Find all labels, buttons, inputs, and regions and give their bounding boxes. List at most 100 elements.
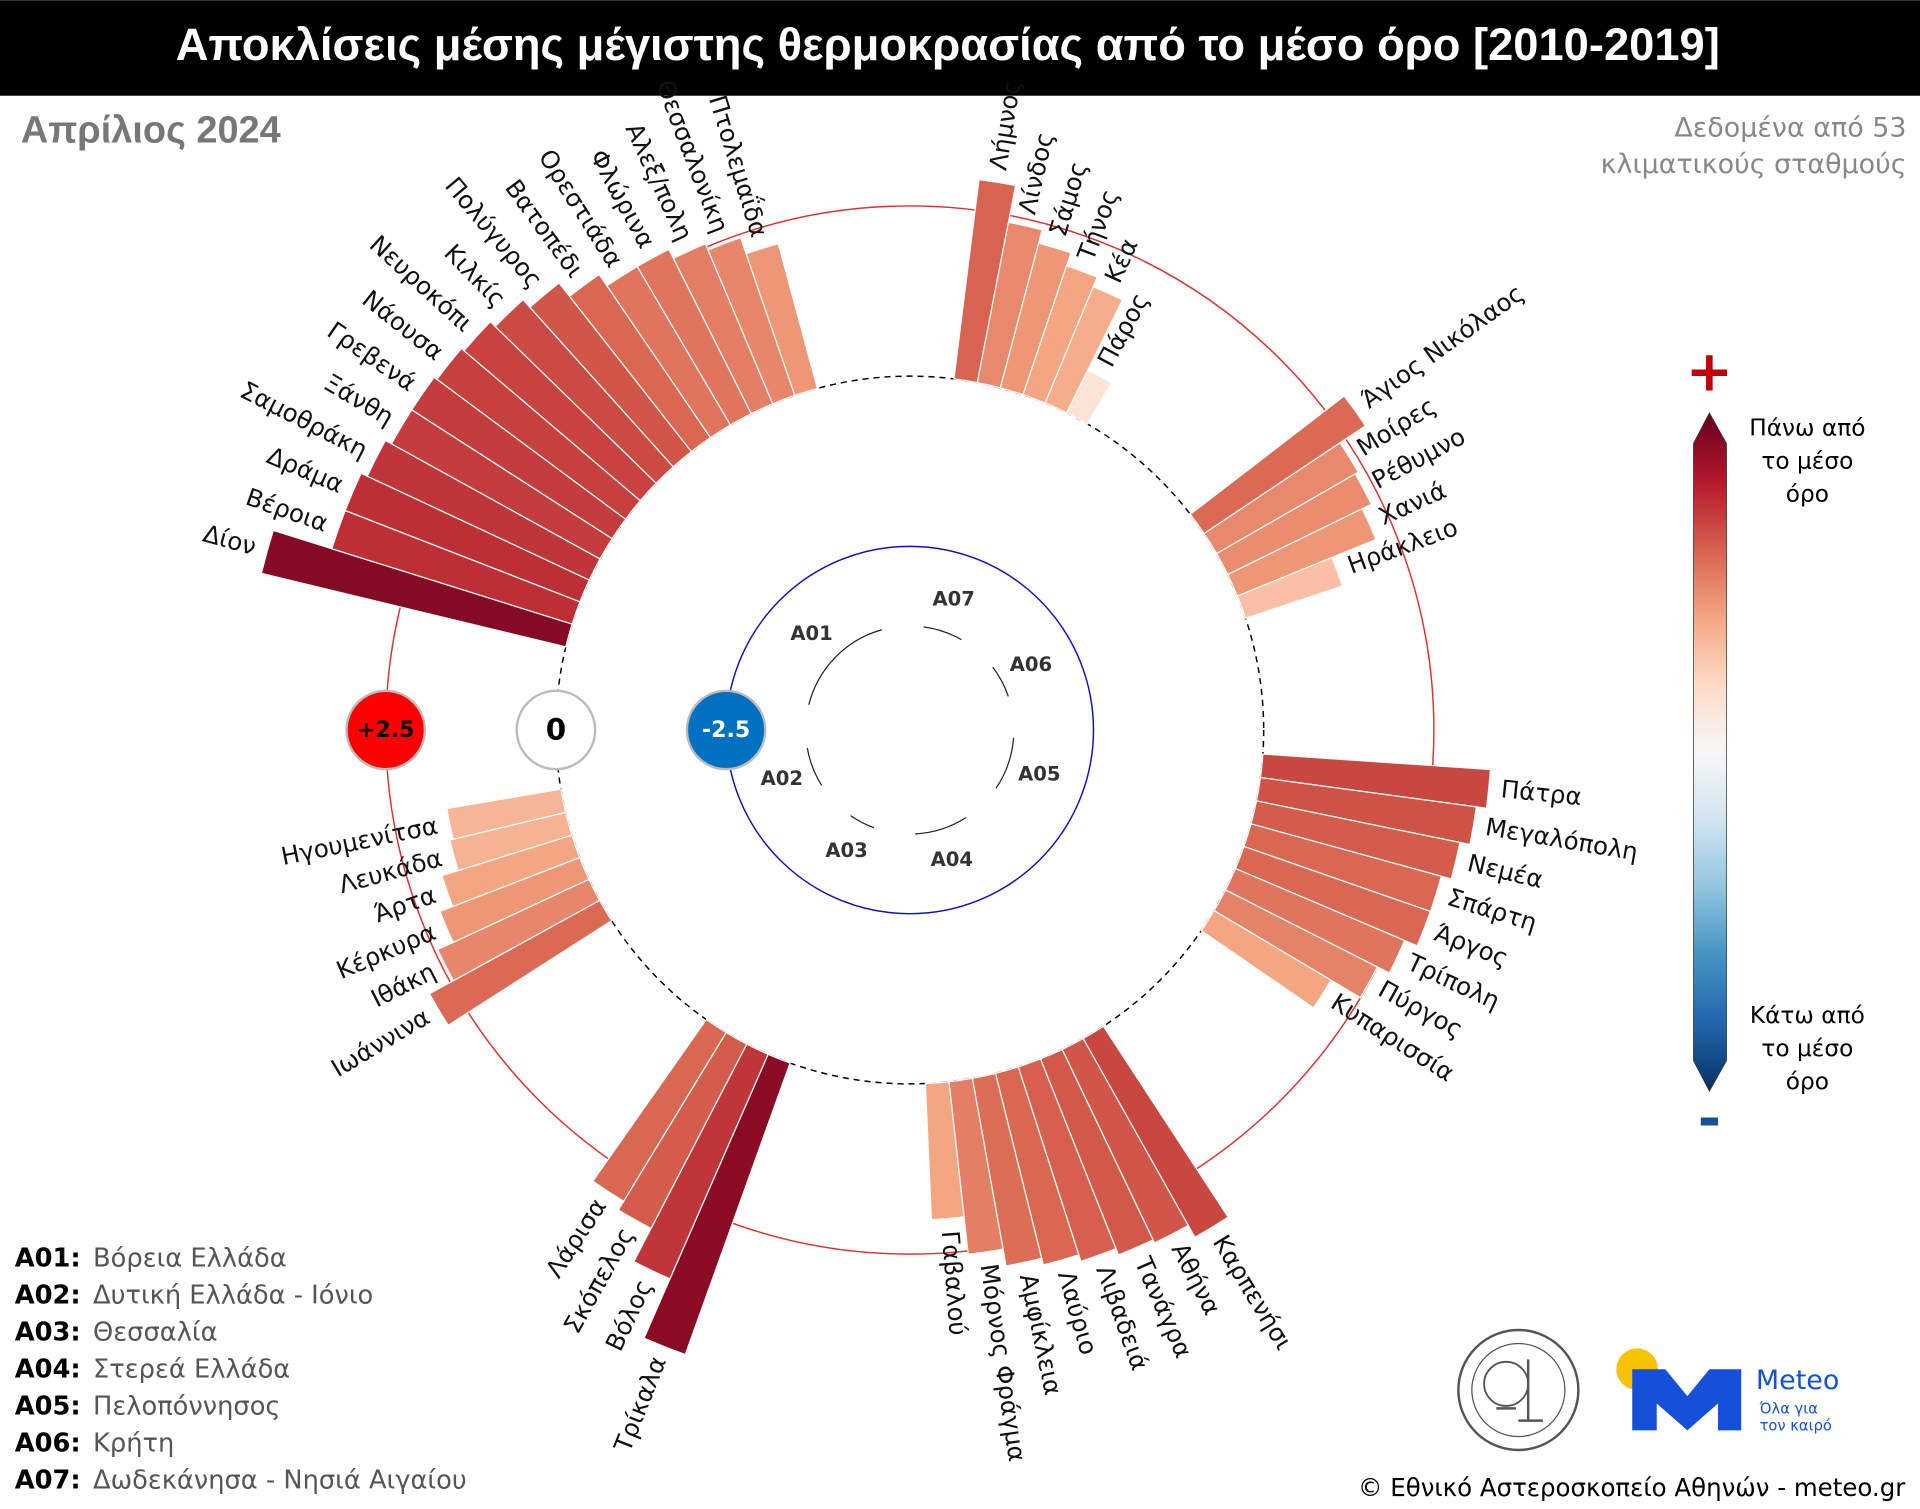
group-code: A01 (790, 622, 832, 645)
legend-label: Θεσσαλία (93, 1317, 217, 1347)
bar (1017, 1058, 1117, 1263)
bar (436, 878, 601, 982)
bar (1044, 285, 1124, 414)
tick-badge (345, 689, 427, 771)
group-arc (806, 748, 823, 786)
meteo-logo (1616, 1348, 1742, 1431)
group-arc (850, 815, 875, 829)
bar (591, 1018, 727, 1203)
bar (260, 529, 573, 648)
bar (924, 1081, 965, 1221)
bar (1224, 867, 1406, 974)
group-arc (992, 666, 1009, 697)
bar (672, 242, 774, 415)
bar (1065, 369, 1113, 425)
chart-title: Αποκλίσεις μέσης μέγιστης θερμοκρασίας α… (176, 19, 1720, 70)
logo-tagline: Όλα για (1759, 1401, 1818, 1418)
colorbar-label: όρο (1786, 480, 1829, 507)
bar-label: Πάτρα (1500, 774, 1583, 811)
colorbar (1693, 412, 1727, 1093)
legend-key: A05: (15, 1391, 81, 1421)
bar (999, 242, 1072, 396)
legend-label: Πελοπόννησος (93, 1391, 280, 1421)
legend-key: A02: (15, 1280, 81, 1310)
bar (994, 1066, 1080, 1266)
bar (1236, 556, 1344, 620)
legend-key: A01: (15, 1243, 81, 1273)
bar (1255, 776, 1478, 846)
legend-label: Κρήτη (93, 1428, 174, 1458)
bar (636, 248, 753, 426)
legend-label: Δυτική Ελλάδα - Ιόνιο (93, 1280, 373, 1310)
grid-circle (555, 375, 1265, 1085)
bar (707, 236, 796, 405)
legend-key: A06: (15, 1428, 81, 1458)
bar (439, 856, 590, 944)
observatory-logo (1457, 1328, 1580, 1452)
colorbar-label: το μέσο (1761, 1035, 1853, 1062)
bar (1039, 1048, 1154, 1256)
legend-label: Στερεά Ελλάδα (93, 1354, 290, 1384)
bar (948, 1077, 1004, 1255)
group-code: A05 (1018, 763, 1060, 786)
bar (1200, 909, 1332, 1009)
bar (745, 243, 819, 397)
bar (1234, 845, 1432, 947)
bar (1259, 753, 1492, 809)
bar (441, 834, 581, 908)
bar (1022, 264, 1099, 404)
bar (1082, 1025, 1229, 1239)
bar (953, 178, 1017, 384)
bar-label: Άγιος Νικόλαος (1356, 278, 1530, 414)
group-code: A04 (931, 848, 973, 871)
logo-name: Meteo (1756, 1365, 1839, 1396)
bar (446, 788, 567, 841)
subtitle: Απρίλιος 2024 (21, 109, 281, 151)
group-code: A06 (1010, 653, 1052, 676)
legend-label: Δωδεκάνησα - Νησιά Αιγαίου (93, 1465, 467, 1495)
bar (366, 439, 601, 581)
colorbar-label: το μέσο (1761, 447, 1853, 474)
bar (436, 347, 642, 521)
bar (1215, 473, 1373, 576)
bar-label: Δίον (200, 519, 259, 561)
bar (410, 376, 627, 540)
note: κλιματικούς σταθμούς (1601, 149, 1907, 180)
group-arc (808, 629, 883, 705)
bar-label: Νεμέα (1465, 848, 1546, 894)
r-tick-label: 0 (546, 713, 566, 747)
r-tick-label: -2.5 (702, 718, 750, 743)
tick-badge (685, 689, 767, 771)
colorbar-plus: + (1686, 340, 1733, 405)
bar-label: Τρίκαλα (608, 1352, 672, 1456)
bar (494, 298, 675, 485)
group-arc (915, 817, 967, 835)
bar (1226, 507, 1377, 597)
colorbar-label: όρο (1786, 1068, 1829, 1095)
title-bar (0, 0, 1920, 96)
bar (1250, 800, 1461, 880)
bar (529, 281, 693, 468)
legend-label: Βόρεια Ελλάδα (93, 1243, 287, 1273)
group-code: A07 (932, 588, 974, 611)
grid-circle (725, 545, 1095, 915)
legend-key: A04: (15, 1354, 81, 1384)
colorbar-label: Κάτω από (1750, 1002, 1865, 1029)
bar (568, 273, 712, 453)
bar (617, 1031, 748, 1230)
colorbar-minus: - (1698, 1086, 1721, 1151)
bar (1203, 441, 1360, 555)
group-arc (923, 626, 962, 641)
r-tick-label: +2.5 (357, 718, 415, 743)
bar (971, 1072, 1043, 1267)
group-code: A03 (825, 839, 867, 862)
bar (1189, 395, 1367, 535)
legend-key: A03: (15, 1317, 81, 1347)
tick-badge (515, 689, 597, 771)
footer: © Εθνικό Αστεροσκοπείο Αθηνών - meteo.gr (1358, 1473, 1906, 1502)
bar (1213, 889, 1379, 999)
bar (976, 221, 1043, 389)
bar (632, 1043, 769, 1280)
note: Δεδομένα από 53 (1674, 112, 1906, 143)
bar (344, 472, 591, 603)
